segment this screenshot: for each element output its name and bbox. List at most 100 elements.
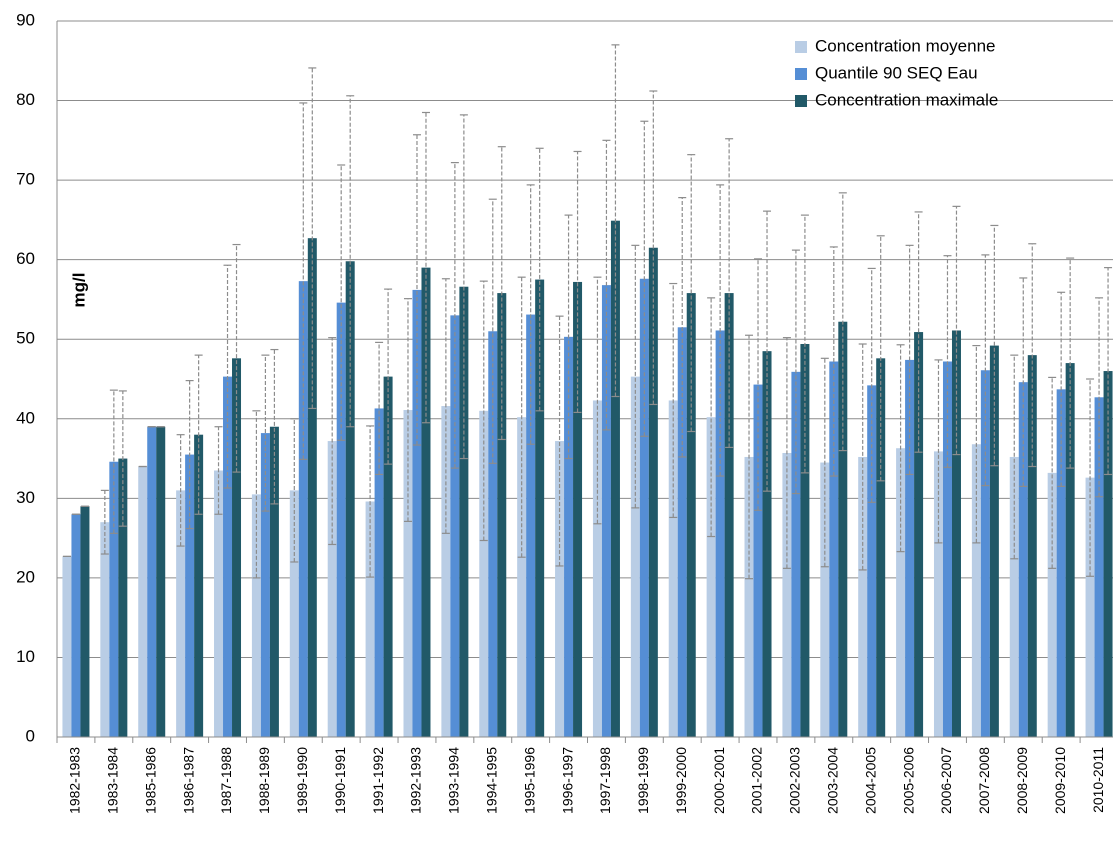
bar xyxy=(820,462,830,737)
bar xyxy=(383,376,393,737)
error-bar xyxy=(678,197,687,458)
error-bar xyxy=(488,198,497,464)
error-bar xyxy=(934,359,943,544)
bar xyxy=(715,330,725,737)
bar xyxy=(951,330,961,737)
error-bar xyxy=(346,95,355,428)
bar xyxy=(403,410,413,737)
error-bar xyxy=(631,244,640,509)
error-bar xyxy=(990,224,999,467)
error-bar xyxy=(555,315,564,567)
error-bar xyxy=(214,426,223,515)
error-bar xyxy=(972,344,981,544)
error-bar xyxy=(412,134,421,446)
bar xyxy=(1103,371,1113,737)
bar xyxy=(118,458,128,737)
bar xyxy=(156,426,166,737)
y-tick-label: 90 xyxy=(16,10,35,29)
bar xyxy=(1018,382,1028,737)
error-bar xyxy=(640,120,649,437)
x-tick-label: 2005-2006 xyxy=(900,747,916,814)
bar xyxy=(336,302,346,737)
error-bar xyxy=(375,341,384,476)
error-bar xyxy=(1028,243,1037,468)
error-bar xyxy=(252,410,261,579)
bar xyxy=(479,410,489,737)
error-bar xyxy=(270,348,279,505)
bar xyxy=(421,267,431,737)
error-bar xyxy=(725,138,734,449)
bar xyxy=(573,281,583,737)
error-bar xyxy=(535,147,544,412)
bar xyxy=(686,293,696,737)
bar xyxy=(753,384,763,737)
error-bar xyxy=(1095,297,1104,498)
y-tick-label: 30 xyxy=(16,488,35,507)
bar xyxy=(1094,397,1104,737)
bar xyxy=(876,358,886,737)
error-bar xyxy=(450,162,459,469)
bar xyxy=(858,456,868,737)
x-tick-label: 1990-1991 xyxy=(332,747,348,814)
bar xyxy=(535,279,545,737)
x-tick-label: 1999-2000 xyxy=(673,747,689,814)
error-bar xyxy=(611,44,620,398)
x-tick-label: 1993-1994 xyxy=(446,747,462,814)
bar xyxy=(176,490,186,737)
error-bar xyxy=(943,255,952,468)
error-bar xyxy=(194,354,203,515)
error-bar xyxy=(707,297,716,538)
error-bar xyxy=(896,344,905,553)
bar xyxy=(989,345,999,737)
bar xyxy=(942,361,952,737)
legend-label: Quantile 90 SEQ Eau xyxy=(815,63,978,82)
bar xyxy=(80,506,90,737)
error-bar xyxy=(299,102,308,460)
x-tick-label: 1992-1993 xyxy=(408,747,424,814)
y-tick-label: 80 xyxy=(16,90,35,109)
error-bar xyxy=(791,249,800,495)
x-tick-label: 1986-1987 xyxy=(180,747,196,814)
bar xyxy=(648,247,658,737)
error-bar xyxy=(185,379,194,530)
error-bar xyxy=(1086,378,1095,577)
error-bar xyxy=(109,389,118,534)
bar xyxy=(214,470,224,737)
bar xyxy=(610,220,620,737)
bar xyxy=(867,385,877,737)
bar xyxy=(307,238,317,738)
bar xyxy=(1056,389,1066,737)
error-bar xyxy=(754,258,763,511)
x-tick-label: 2007-2008 xyxy=(976,747,992,814)
error-bar xyxy=(763,210,772,492)
bar xyxy=(933,451,943,737)
bar xyxy=(601,285,611,737)
bar xyxy=(251,494,261,737)
error-bar xyxy=(952,205,961,456)
error-bar xyxy=(687,154,696,433)
bar xyxy=(497,293,507,737)
error-bar xyxy=(876,235,885,482)
error-bar xyxy=(1066,257,1075,469)
bar xyxy=(724,293,734,737)
error-bar xyxy=(1010,354,1019,560)
legend-swatch xyxy=(795,41,807,53)
x-tick-label: 1994-1995 xyxy=(483,747,499,814)
error-bar xyxy=(479,280,488,542)
error-bar xyxy=(290,418,299,563)
y-tick-label: 40 xyxy=(16,408,35,427)
bar xyxy=(517,417,527,737)
error-bar xyxy=(981,254,990,487)
error-bar xyxy=(441,278,450,534)
error-bar xyxy=(403,298,412,523)
error-bar xyxy=(593,276,602,525)
bar xyxy=(630,376,640,737)
bar xyxy=(1065,363,1075,737)
error-bar xyxy=(366,425,375,578)
x-tick-label: 2001-2002 xyxy=(749,747,765,814)
bar xyxy=(194,434,204,737)
bar xyxy=(526,314,536,737)
error-bar xyxy=(100,489,109,555)
bar xyxy=(677,327,687,737)
bar xyxy=(62,556,72,737)
